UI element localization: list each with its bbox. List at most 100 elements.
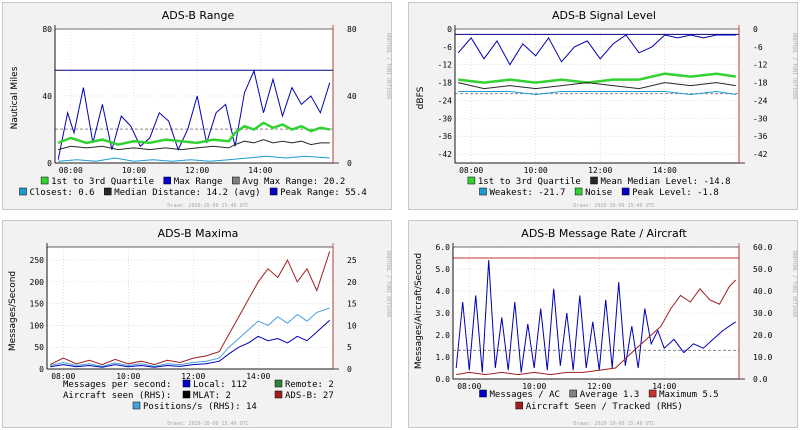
series-line-mean-median-level bbox=[458, 82, 736, 90]
legend-label: Closest: 0.6 bbox=[30, 188, 95, 198]
legend-label: Average 1.3 bbox=[580, 390, 640, 400]
series-line-ads-b bbox=[49, 251, 331, 366]
drawn-timestamp: Drawn: 2020-10-09 15:46 UTC bbox=[167, 421, 248, 427]
series-line-positions-s-rhs- bbox=[50, 307, 330, 367]
legend-label: Median Distance: 14.2 (avg) bbox=[114, 188, 260, 198]
maxima-chart: ADS-B Maxima Messages/Second RRDTOOL / T… bbox=[2, 220, 392, 428]
legend-label: Local: 112 bbox=[193, 380, 247, 390]
x-tick-label: 14:00 bbox=[653, 166, 677, 175]
y-tick-label: -18 bbox=[438, 79, 453, 88]
y-tick-label: 100 bbox=[30, 321, 45, 330]
right-y-tick-label: 15 bbox=[347, 300, 357, 309]
legend-swatch bbox=[19, 187, 27, 196]
legend-label: Peak Range: 55.4 bbox=[280, 188, 367, 198]
y-tick-label: 80 bbox=[42, 25, 52, 34]
legend-label: Maximum 5.5 bbox=[659, 390, 719, 400]
y-tick-label: 5.0 bbox=[436, 265, 451, 274]
plot-background bbox=[454, 28, 740, 164]
legend-swatch bbox=[182, 379, 191, 388]
legend-swatch bbox=[574, 187, 583, 196]
right-y-tick-label: -12 bbox=[753, 61, 768, 70]
x-tick-label: 14:00 bbox=[248, 166, 272, 175]
signal-level-chart: ADS-B Signal Level dBFS RRDTOOL / TOBI O… bbox=[408, 2, 798, 210]
legend-label: Mean Median Level: -14.8 bbox=[601, 177, 731, 187]
y-tick-label: -42 bbox=[438, 150, 453, 159]
right-y-tick-label: 10.0 bbox=[753, 353, 772, 362]
y-tick-label: 1.0 bbox=[436, 353, 451, 362]
legend-label: Messages / AC bbox=[490, 390, 560, 400]
right-y-tick-label: -24 bbox=[753, 96, 768, 105]
legend-label: Noise bbox=[585, 188, 612, 198]
legend: Messages / AC Average 1.3 Maximum 5.5 Aircr… bbox=[479, 389, 719, 412]
legend-swatch bbox=[269, 187, 278, 196]
right-y-tick-label: 0 bbox=[347, 365, 352, 374]
y-tick-label: 50 bbox=[34, 343, 44, 352]
x-tick-label: 12:00 bbox=[588, 166, 612, 175]
legend-swatch bbox=[104, 187, 112, 196]
y-tick-label: 150 bbox=[30, 300, 45, 309]
y-axis-label: dBFS bbox=[416, 86, 426, 109]
legend-swatch bbox=[182, 390, 191, 399]
maxima-chart-svg: ADS-B Maxima Messages/Second RRDTOOL / T… bbox=[8, 227, 391, 427]
rrdtool-watermark: RRDTOOL / TOBI OETIKER bbox=[791, 33, 797, 100]
y-tick-label: -12 bbox=[438, 61, 453, 70]
plot-area: 0.0 0.0 1.0 10.0 2.0 20.0 3.0 30.0 4.0 40.0 5.0 50.… bbox=[436, 243, 772, 391]
right-y-tick-label: -30 bbox=[753, 114, 768, 123]
y-axis-label: Messages/Second bbox=[8, 271, 18, 351]
right-y-tick-label: 40 bbox=[347, 92, 357, 101]
y-tick-label: 2.0 bbox=[436, 331, 451, 340]
legend-swatch bbox=[132, 401, 141, 410]
legend: 1st to 3rd Quartile Max Range Avg Max Rang… bbox=[19, 176, 367, 198]
x-tick-label: 08:00 bbox=[457, 382, 481, 391]
legend: 1st to 3rd Quartile Mean Median Level: -1… bbox=[467, 176, 731, 198]
legend-swatch bbox=[515, 401, 523, 410]
y-tick-label: 4.0 bbox=[436, 287, 451, 296]
legend-label: ADS-B: 27 bbox=[285, 391, 334, 401]
y-tick-label: 6.0 bbox=[436, 243, 451, 252]
series-line-aircraft-seen-tracked-rhs- bbox=[456, 279, 737, 376]
plot-background bbox=[46, 246, 334, 370]
drawn-timestamp: Drawn: 2020-10-09 15:46 UTC bbox=[573, 203, 654, 209]
rrdtool-watermark: RRDTOOL / TOBI OETIKER bbox=[385, 33, 391, 100]
rrdtool-watermark: RRDTOOL / TOBI OETIKER bbox=[385, 251, 391, 318]
right-y-tick-label: 30.0 bbox=[753, 309, 772, 318]
right-y-tick-label: -42 bbox=[753, 150, 768, 159]
series-line-max-range bbox=[57, 69, 331, 160]
right-y-tick-label: 80 bbox=[347, 25, 357, 34]
legend: Messages per second: Local: 112 Remote: 2A… bbox=[63, 379, 334, 412]
x-tick-label: 10:00 bbox=[122, 166, 146, 175]
range-chart-svg: ADS-B Range Nautical Miles RRDTOOL / TOB… bbox=[10, 9, 391, 209]
legend-swatch bbox=[590, 176, 598, 185]
chart-title: ADS-B Signal Level bbox=[552, 9, 656, 22]
drawn-timestamp: Drawn: 2020-10-09 15:46 UTC bbox=[167, 203, 248, 209]
right-y-tick-label: -36 bbox=[753, 132, 768, 141]
message-rate-chart: ADS-B Message Rate / Aircraft Messages/A… bbox=[408, 220, 798, 428]
legend-swatch bbox=[232, 176, 240, 185]
y-tick-label: 0 bbox=[47, 159, 52, 168]
range-chart: ADS-B Range Nautical Miles RRDTOOL / TOB… bbox=[2, 2, 392, 210]
plot-area: 0 0 50 5 100 10 150 15 200 20 250 25 08:00 10:00 12:00… bbox=[30, 243, 357, 381]
legend-label: Max Range bbox=[174, 177, 223, 187]
y-axis-label: Nautical Miles bbox=[10, 66, 20, 129]
series-line-messages-ac bbox=[455, 260, 736, 373]
x-tick-label: 14:00 bbox=[652, 382, 676, 391]
y-tick-label: -36 bbox=[438, 132, 453, 141]
right-y-tick-label: 10 bbox=[347, 321, 357, 330]
x-tick-label: 10:00 bbox=[522, 382, 546, 391]
drawn-timestamp: Drawn: 2020-10-09 15:46 UTC bbox=[573, 421, 654, 427]
legend-header: Messages per second: bbox=[63, 380, 171, 390]
y-tick-label: 0 bbox=[447, 25, 452, 34]
x-tick-label: 08:00 bbox=[51, 372, 75, 381]
chart-title: ADS-B Message Rate / Aircraft bbox=[521, 227, 687, 240]
y-tick-label: -6 bbox=[442, 43, 452, 52]
legend-label: Avg Max Range: 20.2 bbox=[242, 177, 345, 187]
y-tick-label: 200 bbox=[30, 278, 45, 287]
series-line-closest bbox=[58, 155, 330, 162]
x-tick-label: 12:00 bbox=[587, 382, 611, 391]
chart-title: ADS-B Range bbox=[162, 9, 235, 22]
series-line-3rd-quartile bbox=[57, 121, 331, 146]
legend-swatch bbox=[40, 176, 49, 185]
series-line-weakest bbox=[458, 90, 736, 96]
right-y-tick-label: 0.0 bbox=[753, 375, 768, 384]
legend-swatch bbox=[163, 176, 171, 185]
